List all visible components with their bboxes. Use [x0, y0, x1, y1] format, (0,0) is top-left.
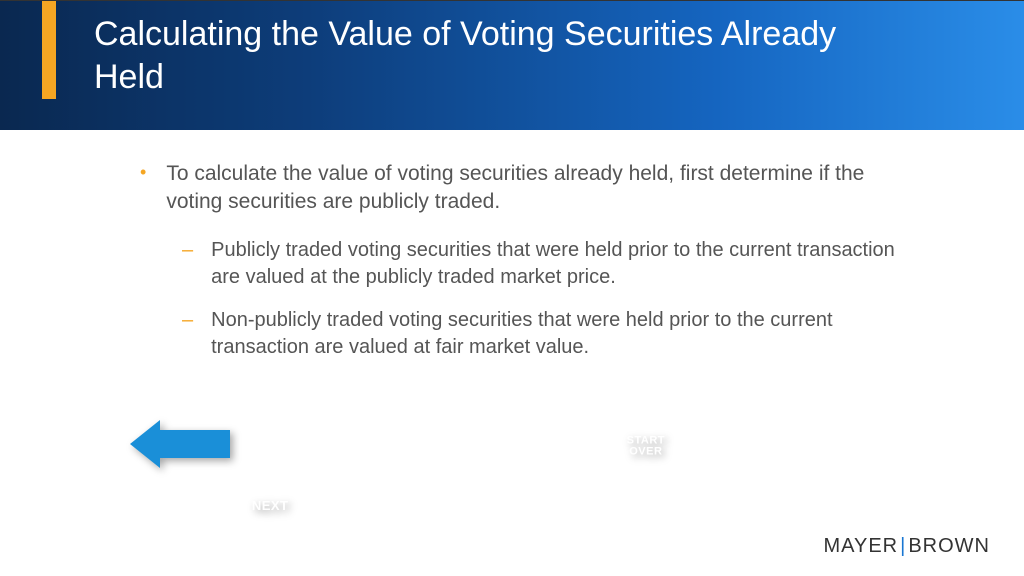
- start-over-label: STARTOVER: [627, 435, 665, 458]
- next-label: NEXT: [252, 499, 289, 513]
- sub-bullet-list: – Publicly traded voting securities that…: [182, 237, 904, 361]
- dash-icon: –: [182, 237, 193, 291]
- next-button[interactable]: NEXT: [0, 479, 784, 532]
- logo-part2: BROWN: [908, 535, 990, 557]
- brand-logo: MAYER|BROWN: [823, 535, 990, 558]
- sub-bullet-text: Non-publicly traded voting securities th…: [211, 307, 904, 361]
- slide-header: Calculating the Value of Voting Securiti…: [0, 0, 1024, 130]
- bullet-dot-icon: •: [140, 160, 146, 217]
- slide-content: • To calculate the value of voting secur…: [0, 130, 1024, 361]
- sub-bullet: – Publicly traded voting securities that…: [182, 237, 904, 291]
- logo-divider: |: [900, 535, 906, 557]
- slide-title: Calculating the Value of Voting Securiti…: [94, 13, 894, 98]
- accent-bar: [42, 1, 56, 99]
- start-over-button[interactable]: STARTOVER: [130, 418, 1024, 475]
- logo-part1: MAYER: [823, 535, 898, 557]
- sub-bullet: – Non-publicly traded voting securities …: [182, 307, 904, 361]
- sub-bullet-text: Publicly traded voting securities that w…: [211, 237, 904, 291]
- nav-buttons: STARTOVER NEXT: [0, 418, 1024, 528]
- main-bullet: • To calculate the value of voting secur…: [140, 160, 904, 217]
- main-bullet-text: To calculate the value of voting securit…: [166, 160, 904, 217]
- arrow-left-icon: [130, 418, 230, 470]
- dash-icon: –: [182, 307, 193, 361]
